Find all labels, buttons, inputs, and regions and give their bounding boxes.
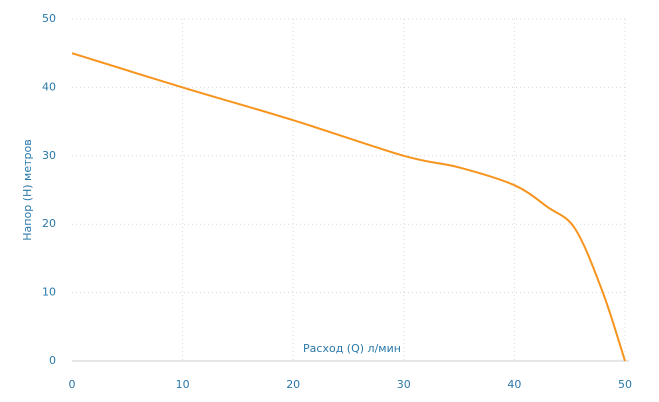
- x-tick-label: 20: [286, 378, 300, 391]
- y-tick-label: 20: [42, 217, 56, 230]
- x-axis-label: Расход (Q) л/мин: [303, 342, 401, 355]
- y-tick-label: 50: [42, 12, 56, 25]
- x-tick-label: 50: [618, 378, 632, 391]
- line: [71, 52, 626, 362]
- x-tick-label: 10: [176, 378, 190, 391]
- x-tick-label: 40: [507, 378, 521, 391]
- x-tick-label: 30: [397, 378, 411, 391]
- y-tick-label: 40: [42, 80, 56, 93]
- y-tick-label: 0: [49, 354, 56, 367]
- y-tick-label: 10: [42, 286, 56, 299]
- y-axis-label: Напор (H) метров: [21, 139, 34, 240]
- y-tick-label: 30: [42, 149, 56, 162]
- x-tick-label: 0: [69, 378, 76, 391]
